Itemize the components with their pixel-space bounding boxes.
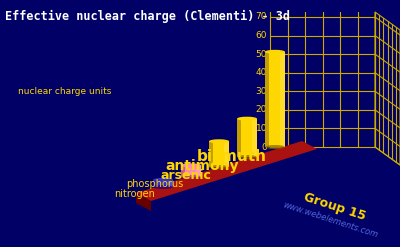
FancyBboxPatch shape xyxy=(181,165,185,177)
Ellipse shape xyxy=(237,117,257,121)
FancyBboxPatch shape xyxy=(153,180,173,187)
FancyBboxPatch shape xyxy=(280,52,285,147)
FancyBboxPatch shape xyxy=(224,141,229,167)
Ellipse shape xyxy=(209,139,229,143)
Text: Group 15: Group 15 xyxy=(302,191,368,223)
Ellipse shape xyxy=(265,145,285,149)
Text: nuclear charge units: nuclear charge units xyxy=(18,87,112,97)
Ellipse shape xyxy=(181,163,201,167)
FancyBboxPatch shape xyxy=(196,165,201,177)
Text: 50: 50 xyxy=(256,50,267,59)
Ellipse shape xyxy=(153,185,173,189)
Text: 60: 60 xyxy=(256,31,267,40)
FancyBboxPatch shape xyxy=(237,119,241,157)
FancyBboxPatch shape xyxy=(209,141,229,167)
Ellipse shape xyxy=(237,155,257,159)
Text: 10: 10 xyxy=(256,124,267,133)
Ellipse shape xyxy=(209,165,229,169)
Text: nitrogen: nitrogen xyxy=(114,189,155,199)
FancyBboxPatch shape xyxy=(181,165,201,177)
Polygon shape xyxy=(136,141,317,201)
Polygon shape xyxy=(136,193,151,211)
Text: bismuth: bismuth xyxy=(197,149,267,164)
Text: 70: 70 xyxy=(256,13,267,21)
Text: 20: 20 xyxy=(256,105,267,114)
FancyBboxPatch shape xyxy=(209,141,213,167)
Text: phosphorus: phosphorus xyxy=(126,179,183,189)
FancyBboxPatch shape xyxy=(252,119,257,157)
Text: antimony: antimony xyxy=(166,159,239,173)
FancyBboxPatch shape xyxy=(153,180,157,187)
Ellipse shape xyxy=(181,175,201,179)
Text: 0: 0 xyxy=(261,143,267,151)
FancyBboxPatch shape xyxy=(270,12,375,147)
Polygon shape xyxy=(375,12,400,165)
FancyBboxPatch shape xyxy=(168,180,173,187)
FancyBboxPatch shape xyxy=(265,52,269,147)
FancyBboxPatch shape xyxy=(237,119,257,157)
Text: 40: 40 xyxy=(256,68,267,77)
Ellipse shape xyxy=(153,178,173,182)
Text: arsenic: arsenic xyxy=(160,169,211,182)
FancyBboxPatch shape xyxy=(265,52,285,147)
Text: www.webelements.com: www.webelements.com xyxy=(281,200,379,240)
Text: 30: 30 xyxy=(256,87,267,96)
Ellipse shape xyxy=(265,50,285,54)
Text: Effective nuclear charge (Clementi) - 3d: Effective nuclear charge (Clementi) - 3d xyxy=(5,10,290,23)
